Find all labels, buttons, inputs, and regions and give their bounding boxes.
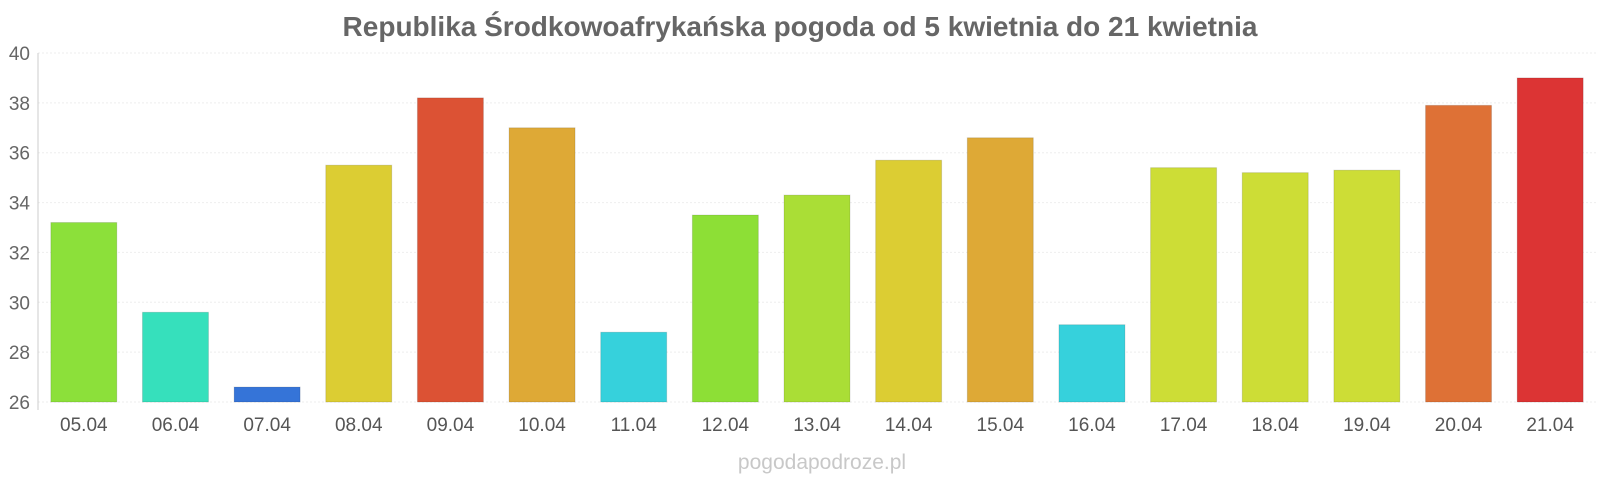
bar: [1150, 167, 1218, 403]
bar: [1241, 172, 1309, 403]
bar: [416, 97, 484, 403]
y-tick-label: 30: [9, 293, 30, 314]
bar: [600, 331, 668, 403]
x-tick-label: 11.04: [611, 415, 658, 436]
y-tick-label: 36: [9, 144, 30, 165]
bar: [141, 311, 209, 403]
bar: [233, 386, 301, 403]
bar: [966, 137, 1034, 403]
x-tick-label: 06.04: [152, 415, 200, 436]
x-tick-label: 14.04: [885, 415, 933, 436]
x-tick-label: 15.04: [977, 415, 1025, 436]
x-tick-label: 10.04: [518, 415, 566, 436]
x-tick-label: 08.04: [335, 415, 383, 436]
bar: [1333, 169, 1401, 403]
bar: [325, 164, 393, 403]
x-tick-label: 05.04: [60, 415, 108, 436]
x-tick-label: 07.04: [243, 415, 291, 436]
bar: [1058, 324, 1126, 403]
y-tick-label: 32: [9, 243, 30, 264]
y-tick-label: 40: [9, 44, 30, 65]
x-tick-label: 09.04: [427, 415, 475, 436]
bar: [783, 194, 851, 403]
bar: [875, 159, 943, 403]
y-tick-label: 34: [9, 194, 31, 215]
bar: [1425, 104, 1493, 403]
x-tick-label: 21.04: [1526, 415, 1574, 436]
x-tick-label: 19.04: [1343, 415, 1391, 436]
x-tick-label: 13.04: [793, 415, 841, 436]
bar: [508, 127, 576, 403]
bar: [1516, 77, 1584, 403]
x-tick-label: 12.04: [702, 415, 750, 436]
y-tick-label: 26: [9, 393, 30, 414]
bar: [691, 214, 759, 403]
bars: [50, 77, 1584, 403]
x-tick-label: 18.04: [1251, 415, 1299, 436]
x-tick-label: 16.04: [1068, 415, 1116, 436]
y-axis-ticks: 26 28 30 32 34 36 38 40: [9, 44, 31, 414]
bar: [50, 222, 118, 403]
y-tick-label: 38: [9, 94, 30, 115]
chart-title: Republika Środkowoafrykańska pogoda od 5…: [343, 11, 1258, 42]
x-tick-label: 20.04: [1435, 415, 1483, 436]
x-tick-label: 17.04: [1160, 415, 1208, 436]
x-axis-ticks: 05.04 06.04 07.04 08.04 09.04 10.04 11.04 12.04…: [60, 415, 1574, 436]
y-tick-label: 28: [9, 343, 30, 364]
watermark: pogodapodroze.pl: [738, 451, 906, 474]
